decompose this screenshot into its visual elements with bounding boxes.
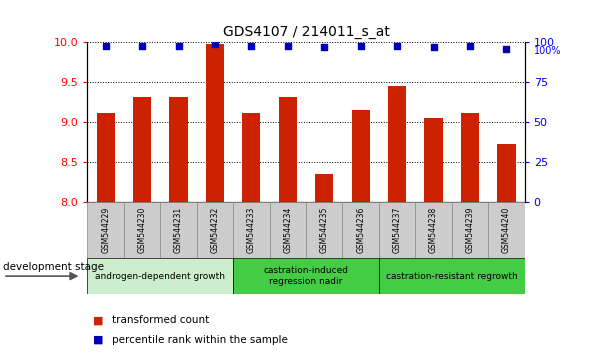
- Text: GSM544230: GSM544230: [137, 207, 147, 253]
- Bar: [315, 174, 333, 202]
- Point: [320, 45, 329, 50]
- Bar: [306, 202, 343, 258]
- Point: [137, 43, 147, 48]
- Bar: [352, 110, 370, 202]
- Point: [429, 45, 438, 50]
- Text: 100%: 100%: [534, 46, 561, 56]
- Point: [210, 41, 219, 47]
- Bar: [242, 113, 260, 202]
- Bar: [488, 202, 525, 258]
- Point: [465, 43, 475, 48]
- Bar: [343, 202, 379, 258]
- Bar: [169, 97, 188, 202]
- Text: ■: ■: [93, 335, 104, 345]
- Text: GSM544229: GSM544229: [101, 207, 110, 253]
- Point: [393, 43, 402, 48]
- Text: GSM544235: GSM544235: [320, 207, 329, 253]
- Text: GSM544232: GSM544232: [210, 207, 219, 253]
- Bar: [160, 202, 197, 258]
- Bar: [388, 86, 406, 202]
- Bar: [133, 97, 151, 202]
- Bar: [461, 113, 479, 202]
- Bar: [206, 44, 224, 202]
- Text: androgen-dependent growth: androgen-dependent growth: [95, 272, 226, 281]
- Bar: [233, 258, 379, 294]
- Bar: [425, 118, 443, 202]
- Point: [283, 43, 292, 48]
- Bar: [270, 202, 306, 258]
- Text: GSM544236: GSM544236: [356, 207, 365, 253]
- Bar: [415, 202, 452, 258]
- Text: development stage: development stage: [3, 262, 104, 272]
- Bar: [96, 113, 115, 202]
- Bar: [87, 202, 124, 258]
- Text: transformed count: transformed count: [112, 315, 209, 325]
- Bar: [124, 202, 160, 258]
- Bar: [497, 144, 516, 202]
- Bar: [452, 202, 488, 258]
- Title: GDS4107 / 214011_s_at: GDS4107 / 214011_s_at: [223, 25, 390, 39]
- Bar: [279, 97, 297, 202]
- Text: castration-resistant regrowth: castration-resistant regrowth: [386, 272, 517, 281]
- Bar: [233, 202, 270, 258]
- Text: GSM544234: GSM544234: [283, 207, 292, 253]
- Bar: [197, 202, 233, 258]
- Bar: [87, 258, 233, 294]
- Bar: [379, 258, 525, 294]
- Text: percentile rank within the sample: percentile rank within the sample: [112, 335, 288, 345]
- Text: GSM544237: GSM544237: [393, 207, 402, 253]
- Text: GSM544233: GSM544233: [247, 207, 256, 253]
- Point: [174, 43, 183, 48]
- Text: GSM544231: GSM544231: [174, 207, 183, 253]
- Text: castration-induced
regression nadir: castration-induced regression nadir: [264, 266, 349, 286]
- Text: GSM544239: GSM544239: [466, 207, 475, 253]
- Text: GSM544240: GSM544240: [502, 207, 511, 253]
- Bar: [379, 202, 415, 258]
- Point: [247, 43, 256, 48]
- Point: [502, 46, 511, 52]
- Text: GSM544238: GSM544238: [429, 207, 438, 253]
- Point: [101, 43, 110, 48]
- Point: [356, 43, 365, 48]
- Text: ■: ■: [93, 315, 104, 325]
